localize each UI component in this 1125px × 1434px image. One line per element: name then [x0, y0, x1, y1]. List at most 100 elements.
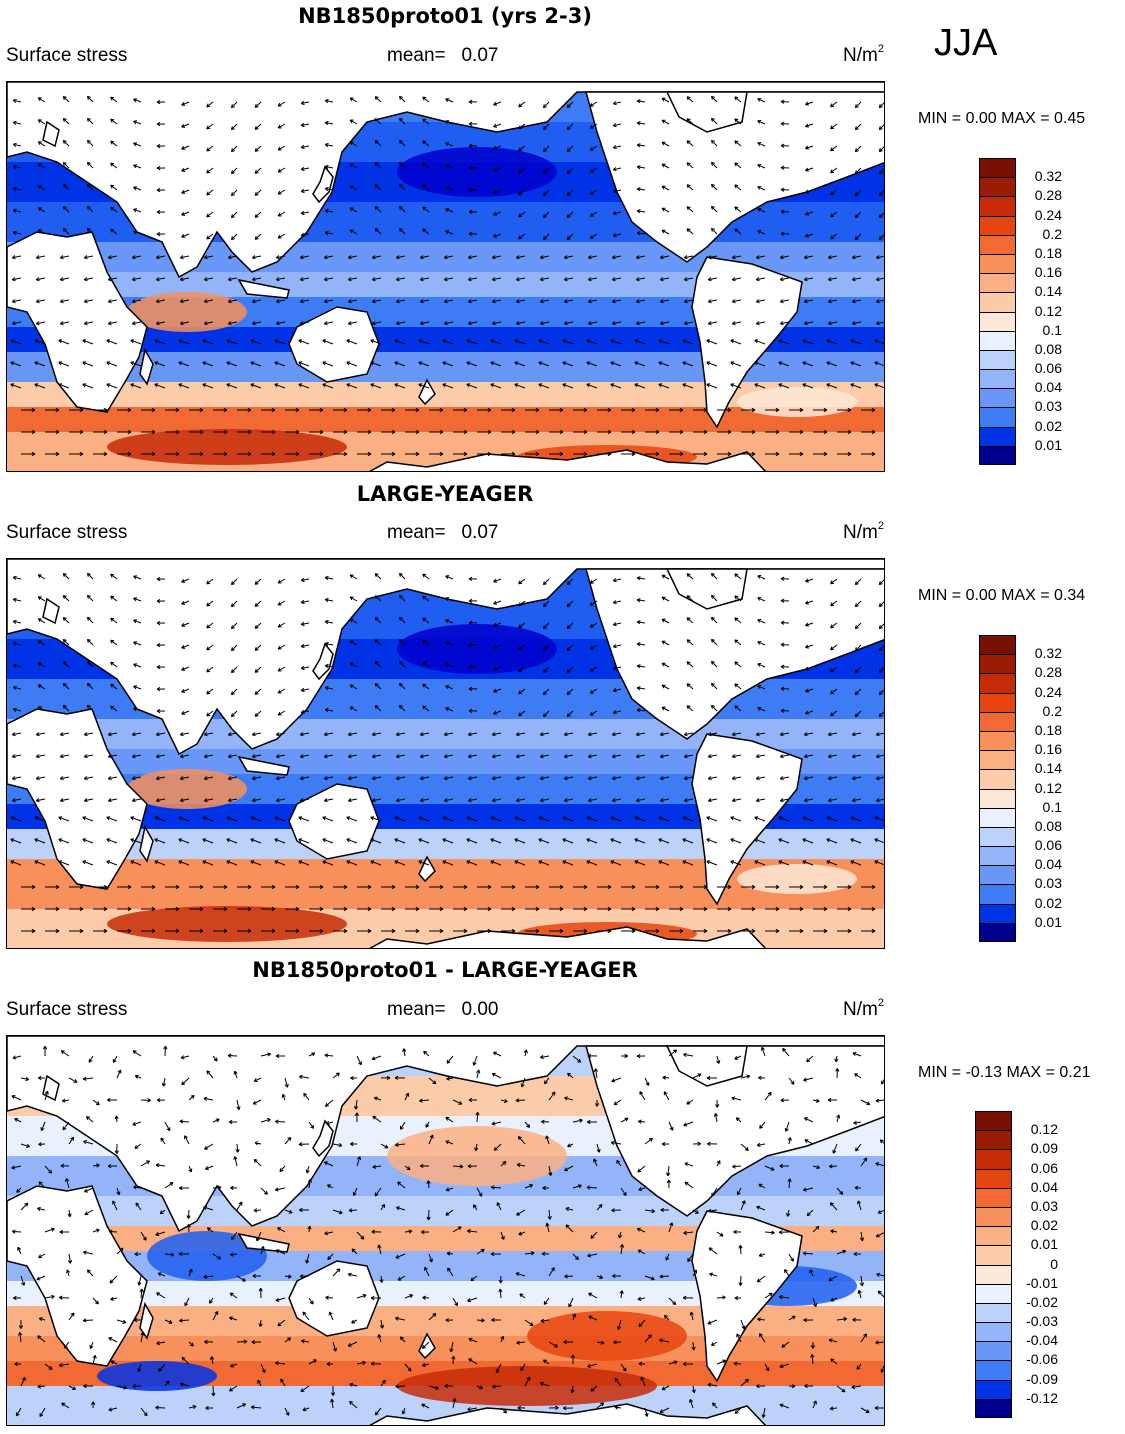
stress-arrow — [202, 860, 214, 866]
stress-arrow — [837, 451, 852, 457]
stress-arrow — [588, 1292, 598, 1299]
stress-arrow — [562, 838, 574, 844]
stress-arrow — [634, 860, 646, 866]
stress-arrow — [686, 206, 694, 213]
stress-arrow — [106, 361, 118, 367]
stress-arrow — [467, 1297, 478, 1303]
stress-arrow — [878, 623, 884, 630]
stress-arrow — [451, 1355, 456, 1365]
colorbar-tick-label: -0.01 — [1026, 1274, 1058, 1291]
stress-arrow — [830, 145, 838, 152]
stress-arrow — [189, 451, 204, 457]
stress-arrow — [686, 96, 694, 103]
stress-arrow — [429, 429, 444, 435]
stress-arrow — [589, 167, 598, 173]
stress-arrow — [573, 451, 588, 457]
stress-arrow — [212, 1253, 222, 1260]
stress-arrow — [787, 1178, 792, 1189]
stress-arrow — [780, 620, 790, 625]
greenland-outline — [665, 91, 748, 133]
colorbar-tick-label: 0.08 — [1034, 340, 1062, 357]
stress-arrow — [156, 708, 166, 714]
stress-arrow — [805, 189, 814, 194]
stress-arrow — [875, 754, 884, 759]
stress-arrow — [324, 98, 334, 104]
stress-arrow — [693, 429, 708, 435]
stress-arrow — [661, 163, 670, 169]
stress-arrow — [35, 299, 46, 304]
stress-arrow — [154, 339, 166, 345]
stress-arrow — [736, 1187, 742, 1196]
stress-arrow — [851, 798, 862, 803]
stress-arrow — [851, 299, 862, 304]
greenland-outline — [665, 1045, 748, 1087]
stress-arrow — [324, 597, 334, 603]
stress-arrow — [573, 906, 588, 912]
colorbar-tick-label: 0.02 — [1034, 894, 1062, 911]
stress-arrow — [757, 230, 766, 235]
stress-arrow — [493, 622, 502, 627]
stress-arrow — [395, 277, 406, 282]
stress-arrow — [566, 688, 574, 695]
stress-arrow — [298, 383, 310, 389]
colorbar-tick-label: 0.24 — [1034, 206, 1062, 223]
stress-arrow — [68, 1385, 77, 1390]
stress-arrow — [850, 339, 862, 345]
colorbar-tick-label: 0.2 — [1042, 702, 1062, 719]
stress-arrow — [429, 407, 444, 413]
stress-arrow — [141, 451, 156, 457]
stress-arrow — [636, 620, 646, 625]
stress-arrow — [730, 816, 742, 822]
stress-arrow — [644, 1407, 649, 1417]
stress-arrow — [515, 321, 526, 326]
stress-arrow — [178, 838, 190, 844]
stress-arrow — [203, 798, 214, 803]
panel-1-map — [6, 81, 885, 472]
stress-arrow — [82, 1250, 94, 1255]
stress-arrow — [548, 1405, 559, 1410]
stress-arrow — [346, 838, 358, 844]
stress-arrow — [323, 277, 334, 282]
stress-arrow — [141, 884, 156, 890]
stress-arrow — [277, 233, 286, 239]
stress-arrow — [613, 1099, 622, 1106]
stress-arrow — [38, 1253, 46, 1259]
stress-arrow — [59, 754, 70, 759]
stress-arrow — [689, 1311, 694, 1321]
stress-arrow — [133, 230, 142, 235]
stress-arrow — [298, 1074, 310, 1079]
stress-arrow — [300, 643, 310, 649]
stress-arrow — [636, 209, 646, 214]
stress-arrow — [732, 1164, 742, 1169]
stress-arrow — [518, 622, 526, 629]
stress-arrow — [682, 339, 694, 345]
field-blob — [397, 147, 557, 197]
stress-arrow — [178, 1251, 190, 1257]
stress-arrow — [203, 1205, 214, 1211]
stress-arrow — [755, 321, 766, 326]
stress-arrow — [757, 619, 766, 624]
stress-arrow — [86, 161, 94, 169]
stress-arrow — [261, 928, 276, 934]
stress-arrow — [518, 123, 526, 130]
stress-arrow — [349, 207, 358, 213]
stress-arrow — [830, 644, 838, 651]
stress-arrow — [261, 906, 276, 912]
stress-arrow — [251, 255, 262, 260]
colorbar-tick-label: 0.18 — [1034, 721, 1062, 738]
stress-arrow — [181, 189, 190, 194]
stress-arrow — [476, 1385, 483, 1390]
stress-arrow — [875, 299, 884, 304]
stress-arrow — [181, 167, 190, 172]
stress-arrow — [236, 1275, 246, 1282]
colorbar-box — [980, 923, 1015, 941]
stress-arrow — [803, 776, 814, 781]
stress-arrow — [731, 321, 742, 326]
stress-arrow — [322, 838, 334, 844]
stress-arrow — [780, 598, 790, 603]
stress-arrow — [62, 661, 70, 668]
stress-arrow — [564, 1096, 574, 1101]
stress-arrow — [757, 1317, 766, 1322]
stress-arrow — [165, 429, 180, 435]
stress-arrow — [164, 1252, 175, 1257]
